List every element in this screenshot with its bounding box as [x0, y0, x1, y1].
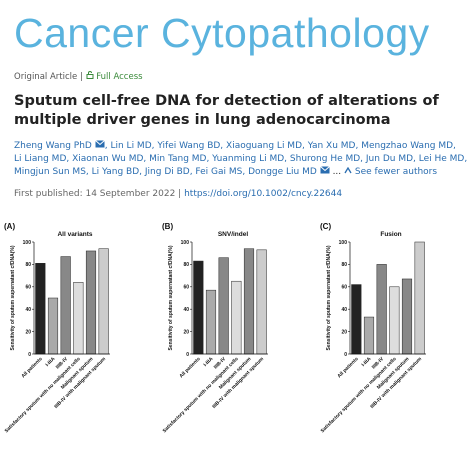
- lock-icon: [86, 71, 94, 79]
- author-line[interactable]: Li Liang MD, Xiaonan Wu MD, Min Tang MD,…: [14, 154, 468, 164]
- chart-title: Fusion: [380, 231, 401, 238]
- bar: [363, 316, 375, 355]
- published-date: First published: 14 September 2022: [14, 189, 176, 199]
- author[interactable]: , Lin Li MD, Yifei Wang BD, Xiaoguang Li…: [104, 141, 456, 151]
- separator: |: [178, 189, 182, 199]
- y-tick-label: 80: [25, 262, 31, 268]
- toggle-authors[interactable]: See fewer authors: [354, 167, 438, 177]
- separator: |: [79, 72, 83, 82]
- charts: (A) All variants Sensitivity of sputum sup…: [4, 222, 426, 434]
- bar: [256, 249, 267, 355]
- bar: [414, 241, 425, 355]
- y-tick-label: 80: [183, 262, 189, 268]
- bar: [193, 260, 204, 355]
- mail-icon[interactable]: [94, 140, 105, 148]
- y-tick-label: 20: [183, 329, 189, 335]
- y-tick-label: 60: [25, 285, 31, 291]
- y-tick-label: 40: [183, 307, 189, 313]
- y-tick-label: 80: [341, 262, 347, 268]
- author[interactable]: Zheng Wang PhD: [14, 141, 92, 151]
- bar: [85, 250, 97, 355]
- bar: [351, 284, 362, 355]
- ellipsis: ...: [332, 167, 342, 177]
- y-tick-label: 0: [28, 352, 31, 358]
- published: First published: 14 September 2022 | htt…: [14, 189, 342, 199]
- mail-icon[interactable]: [319, 166, 330, 174]
- y-axis-label: Sensitivity of sputum supernatant cfDNA(…: [10, 245, 16, 350]
- bar: [389, 286, 400, 355]
- journal-title: Cancer Cytopathology: [14, 10, 430, 56]
- author-line[interactable]: Mingjun Sun MS, Li Yang BD, Jing Di BD, …: [14, 167, 317, 177]
- x-tick-label: All patients: [20, 356, 43, 379]
- bar: [47, 297, 59, 355]
- article-meta: Original Article | Full Access: [14, 71, 143, 82]
- bar: [231, 280, 242, 355]
- y-tick-label: 40: [341, 307, 347, 313]
- bar: [243, 248, 255, 355]
- y-tick-label: 0: [344, 352, 347, 358]
- arrow-up-icon[interactable]: [344, 166, 352, 174]
- y-axis-label: Sensitivity of sputum supernatant cfDNA(…: [326, 245, 332, 350]
- y-tick-label: 100: [339, 240, 348, 246]
- y-tick-label: 20: [25, 329, 31, 335]
- bar: [73, 282, 84, 355]
- bar: [98, 248, 109, 355]
- bar: [35, 263, 46, 355]
- bar: [218, 257, 229, 355]
- y-axis-label: Sensitivity of sputum supernatant cfDNA(…: [168, 245, 174, 350]
- doi-link[interactable]: https://doi.org/10.1002/cncy.22644: [184, 189, 343, 199]
- bar: [376, 264, 387, 355]
- panel-label: (B): [162, 222, 173, 231]
- article-type: Original Article: [14, 72, 78, 82]
- panel-label: (A): [4, 222, 15, 231]
- chart-title: SNV/indel: [218, 231, 249, 238]
- bar: [60, 256, 71, 355]
- chart-title: All variants: [57, 231, 92, 238]
- y-tick-label: 60: [183, 285, 189, 291]
- bar: [401, 278, 413, 355]
- y-tick-label: 100: [181, 240, 190, 246]
- authors: Zheng Wang PhD , Lin Li MD, Yifei Wang B…: [14, 140, 467, 179]
- y-tick-label: 0: [186, 352, 189, 358]
- panel-label: (C): [320, 222, 331, 231]
- access: Full Access: [96, 72, 143, 82]
- bar: [205, 289, 217, 355]
- y-tick-label: 60: [341, 285, 347, 291]
- y-tick-label: 100: [23, 240, 32, 246]
- y-tick-label: 20: [341, 329, 347, 335]
- y-tick-label: 40: [25, 307, 31, 313]
- x-tick-label: All patients: [336, 356, 359, 379]
- article-title: Sputum cell-free DNA for detection of al…: [14, 93, 439, 128]
- x-tick-label: All patients: [178, 356, 201, 379]
